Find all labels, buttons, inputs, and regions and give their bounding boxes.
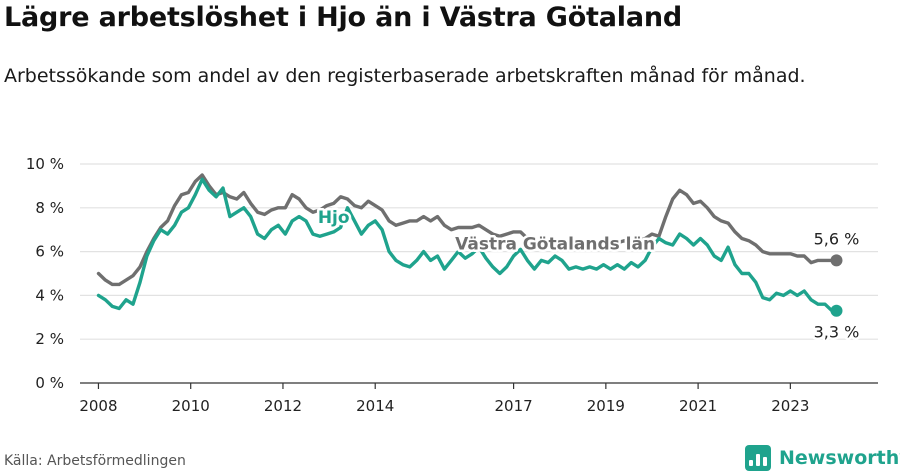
y-tick-label: 2 % (35, 330, 64, 348)
series-line-vastra-gotaland (96, 173, 839, 287)
x-tick-label: 2014 (356, 397, 394, 415)
y-tick-label: 4 % (35, 286, 64, 304)
chart-title: Lägre arbetslöshet i Hjo än i Västra Göt… (4, 2, 683, 33)
brand-name: Newsworthy (779, 447, 900, 469)
end-label-hjo: 3,3 % (814, 323, 860, 342)
newsworthy-logo-icon (745, 445, 771, 471)
x-tick-label: 2008 (79, 397, 117, 415)
chart-subtitle: Arbetssökande som andel av den registerb… (4, 65, 806, 87)
y-tick-label: 10 % (26, 155, 64, 173)
series-layer (96, 173, 843, 317)
x-tick-label: 2023 (771, 397, 809, 415)
series-label-hjo-halo: Hjo (318, 208, 350, 228)
end-point-vastra-gotaland (830, 254, 843, 267)
x-tick-label: 2012 (264, 397, 302, 415)
x-tick-label: 2010 (172, 397, 210, 415)
newsworthy-brand: Newsworthy (745, 443, 900, 473)
y-tick-label: 6 % (35, 243, 64, 261)
series-label-hjo: Hjo (318, 208, 350, 228)
end-label-vastra-gotaland-halo: 5,6 % (814, 229, 860, 248)
series-label-vastra-gotaland-halo: Västra Götalands län (455, 234, 655, 254)
series-label-vastra-gotaland: Västra Götalands län (455, 234, 655, 254)
x-tick-label: 2019 (587, 397, 625, 415)
end-label-vastra-gotaland: 5,6 % (814, 229, 860, 248)
axis-layer: 0 % 2 % 4 % 6 % 8 % 10 % 2008 2010 2012 2014 2017 2… (26, 155, 878, 415)
end-label-hjo-halo: 3,3 % (814, 323, 860, 342)
y-tick-label: 8 % (35, 199, 64, 217)
series-line-hjo (96, 177, 839, 313)
grid-layer (80, 163, 878, 340)
source-note: Källa: Arbetsförmedlingen (4, 453, 186, 469)
x-tick-label: 2021 (679, 397, 717, 415)
end-point-hjo (830, 304, 843, 317)
y-tick-label: 0 % (35, 374, 64, 392)
x-tick-label: 2017 (495, 397, 533, 415)
